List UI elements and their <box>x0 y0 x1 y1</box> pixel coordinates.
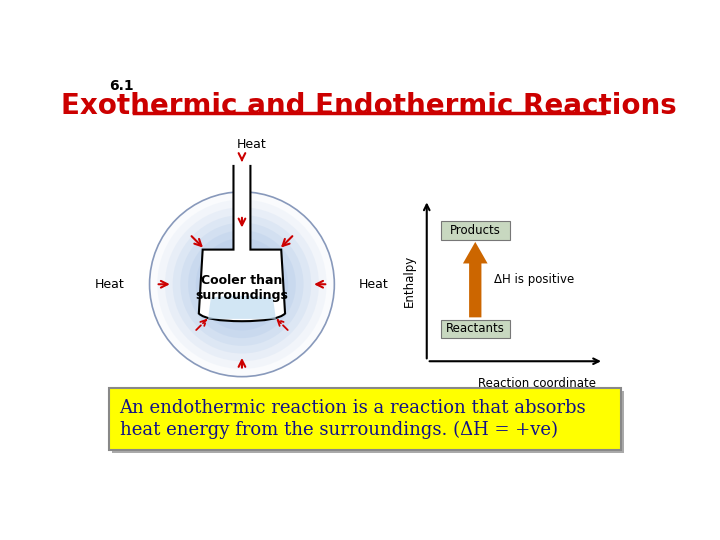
Text: heat energy from the surroundings. (ΔH = +ve): heat energy from the surroundings. (ΔH =… <box>120 421 557 439</box>
Ellipse shape <box>165 207 319 361</box>
FancyBboxPatch shape <box>441 320 510 338</box>
Text: Reaction coordinate: Reaction coordinate <box>478 377 596 390</box>
Text: An endothermic reaction is a reaction that absorbs: An endothermic reaction is a reaction th… <box>120 399 586 417</box>
Ellipse shape <box>150 192 334 377</box>
Text: 6.1: 6.1 <box>109 79 133 93</box>
Ellipse shape <box>227 269 257 300</box>
Ellipse shape <box>180 222 304 346</box>
PathPatch shape <box>463 242 487 318</box>
Ellipse shape <box>188 231 296 338</box>
Text: Heat: Heat <box>227 390 257 403</box>
PathPatch shape <box>199 165 285 321</box>
FancyBboxPatch shape <box>441 221 510 240</box>
Ellipse shape <box>211 253 273 315</box>
Ellipse shape <box>219 261 265 307</box>
Ellipse shape <box>173 215 311 354</box>
Text: Cooler than
surroundings: Cooler than surroundings <box>196 274 289 302</box>
Text: Heat: Heat <box>236 138 266 151</box>
Ellipse shape <box>204 246 281 323</box>
Text: Products: Products <box>450 224 500 237</box>
PathPatch shape <box>208 296 276 319</box>
FancyBboxPatch shape <box>109 388 621 450</box>
Text: Heat: Heat <box>359 278 389 291</box>
Text: ΔH is positive: ΔH is positive <box>494 273 574 286</box>
Ellipse shape <box>196 238 288 330</box>
Ellipse shape <box>234 276 250 292</box>
Text: Heat: Heat <box>95 278 125 291</box>
Text: Reactants: Reactants <box>446 322 505 335</box>
Ellipse shape <box>157 200 327 369</box>
Text: Exothermic and Endothermic Reactions: Exothermic and Endothermic Reactions <box>61 92 677 120</box>
FancyBboxPatch shape <box>112 392 624 453</box>
Text: Enthalpy: Enthalpy <box>403 254 416 307</box>
